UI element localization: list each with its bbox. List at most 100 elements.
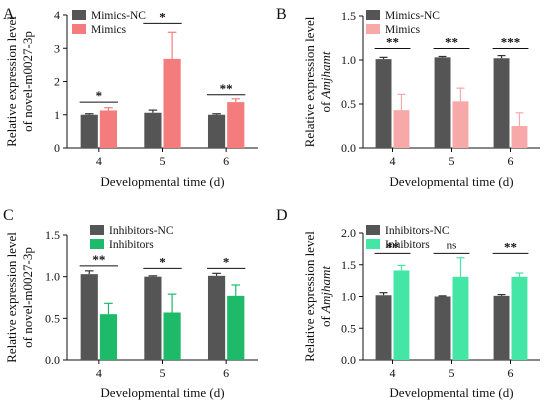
bar-inhibitors [511, 276, 528, 360]
significance-label: ** [92, 252, 105, 267]
x-tick-label: 5 [449, 366, 455, 380]
legend-swatch [366, 239, 380, 249]
bar-inhibitors [227, 295, 245, 360]
legend-swatch [366, 24, 380, 34]
x-tick-label: 6 [223, 366, 229, 380]
y-axis-title: of Amjhamt [318, 266, 333, 327]
y-tick-label: 0.5 [341, 321, 356, 335]
x-axis-title: Developmental time (d) [389, 174, 513, 189]
y-axis-title: Relative expression level [4, 232, 19, 363]
bar-inhibitors-nc [80, 274, 98, 360]
legend-swatch [90, 239, 104, 249]
significance-label: ** [220, 81, 233, 96]
y-tick-label: 1.0 [45, 270, 60, 284]
legend-swatch [366, 225, 380, 235]
y-tick-label: 2 [54, 75, 60, 89]
chart-panel-a: A 0 1 2 3 4 Relative expression level of novel-… [3, 6, 258, 189]
bar-mimics [393, 110, 410, 148]
y-tick-label: 0 [54, 141, 60, 155]
bar-inhibitors-nc [144, 276, 162, 360]
y-tick-label: 0.5 [45, 311, 60, 325]
legend-label: Mimics [385, 24, 421, 36]
legend-label: Inhibitors-NC [385, 225, 450, 237]
legend-swatch [90, 225, 104, 235]
y-tick-label: 0.0 [341, 353, 356, 367]
y-tick-label: 1.5 [45, 228, 60, 242]
bar-inhibitors-nc [375, 295, 392, 360]
y-tick-label: 3 [54, 41, 60, 55]
bar-mimics [99, 110, 118, 148]
x-tick-label: 6 [223, 154, 229, 168]
chart-panel-c: C 0.0 0.5 1.0 1.5 Relative expression level of… [3, 207, 258, 400]
bar-inhibitors [99, 314, 118, 360]
bar-mimics-nc [375, 59, 392, 149]
y-tick-label: 1.0 [341, 53, 356, 67]
bar-mimics [452, 101, 469, 148]
significance-label: * [159, 254, 166, 269]
significance-label: ** [386, 35, 399, 50]
panel-letter: D [276, 207, 288, 224]
chart-panel-d: D 0.0 0.5 1.0 1.5 2.0 Relative expression leve… [276, 207, 540, 400]
y-tick-label: 1 [54, 108, 60, 122]
y-tick-label: 0.5 [341, 97, 356, 111]
bar-mimics-nc [493, 58, 510, 148]
x-axis-title: Developmental time (d) [100, 385, 224, 400]
bar-inhibitors [393, 270, 410, 360]
bar-mimics-nc [144, 112, 162, 148]
y-tick-label: 1.5 [341, 9, 356, 23]
x-axis-title: Developmental time (d) [389, 385, 513, 400]
x-tick-label: 6 [508, 154, 514, 168]
bar-mimics [163, 58, 181, 148]
panel-letter: A [3, 6, 15, 23]
y-tick-label: 0.0 [45, 353, 60, 367]
legend-label: Mimics-NC [91, 10, 146, 22]
significance-label: * [223, 254, 230, 269]
panel-letter: C [3, 207, 14, 224]
y-tick-label: 0.0 [341, 141, 356, 155]
x-axis-title: Developmental time (d) [100, 174, 224, 189]
bar-mimics [227, 102, 245, 148]
y-axis-title: Relative expression level [302, 231, 317, 362]
bar-mimics [511, 126, 528, 148]
significance-label: *** [501, 35, 521, 50]
y-axis-title: Relative expression level [302, 16, 317, 147]
chart-panel-b: B 0.0 0.5 1.0 1.5 Relative expression level of… [276, 6, 540, 189]
panel-letter: B [276, 6, 287, 23]
y-tick-label: 4 [54, 8, 60, 22]
x-tick-label: 5 [160, 154, 166, 168]
x-tick-label: 4 [390, 366, 396, 380]
bar-inhibitors [452, 276, 469, 360]
bar-inhibitors [163, 312, 181, 360]
legend-label: Inhibitors-NC [109, 225, 174, 237]
bar-inhibitors-nc [493, 295, 510, 360]
y-tick-label: 1.0 [341, 290, 356, 304]
significance-label: * [96, 88, 103, 103]
legend-swatch [366, 10, 380, 20]
significance-label: ** [386, 239, 399, 254]
y-tick-label: 2.0 [341, 226, 356, 240]
x-tick-label: 5 [449, 154, 455, 168]
y-tick-label: 1.5 [341, 258, 356, 272]
legend-label: Inhibitors [385, 239, 430, 251]
y-axis-title: of novel-m0027-3p [20, 31, 35, 132]
y-axis-title: of novel-m0027-3p [20, 247, 35, 348]
legend-label: Mimics [91, 24, 127, 36]
y-axis-title: of Amjhamt [318, 51, 333, 112]
legend-label: Mimics-NC [385, 10, 440, 22]
legend-swatch [72, 24, 86, 34]
bar-mimics-nc [80, 114, 98, 148]
x-tick-label: 4 [96, 154, 102, 168]
x-tick-label: 4 [96, 366, 102, 380]
legend-label: Inhibitors [109, 239, 154, 251]
legend-swatch [72, 10, 86, 20]
significance-label: ** [504, 239, 517, 254]
bar-inhibitors-nc [434, 296, 451, 360]
bar-mimics-nc [207, 114, 226, 148]
significance-label: ** [445, 35, 458, 50]
significance-label: ns [447, 239, 457, 251]
x-tick-label: 6 [508, 366, 514, 380]
y-axis-title: Relative expression level [4, 16, 19, 147]
x-tick-label: 4 [390, 154, 396, 168]
bar-mimics-nc [434, 57, 451, 148]
